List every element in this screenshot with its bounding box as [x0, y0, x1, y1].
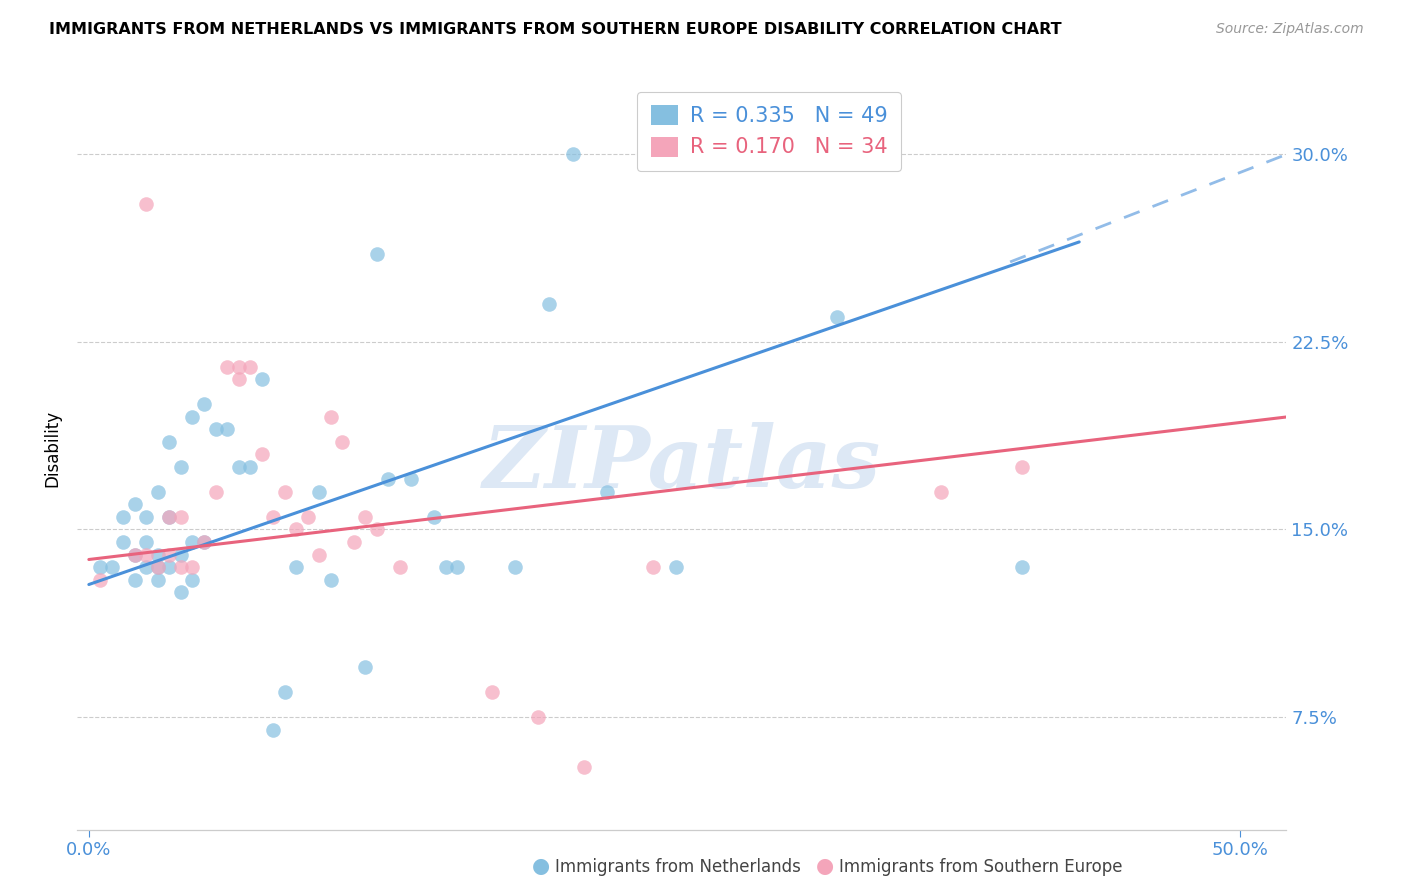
Point	[297, 510, 319, 524]
Point	[423, 510, 446, 524]
Point	[285, 560, 308, 574]
Point	[319, 573, 342, 587]
Text: Immigrants from Southern Europe: Immigrants from Southern Europe	[839, 858, 1123, 876]
Point	[366, 523, 388, 537]
Point	[538, 297, 561, 311]
Point	[354, 660, 377, 674]
Point	[401, 473, 423, 487]
Point	[215, 359, 238, 374]
Point	[388, 560, 411, 574]
Point	[561, 147, 583, 161]
Point	[665, 560, 688, 574]
Text: Immigrants from Netherlands: Immigrants from Netherlands	[555, 858, 801, 876]
Point	[446, 560, 468, 574]
Point	[273, 685, 295, 699]
Point	[330, 434, 353, 449]
Point	[1011, 560, 1033, 574]
Point	[239, 359, 262, 374]
Point	[170, 510, 193, 524]
Text: ●: ●	[817, 856, 834, 876]
Point	[146, 485, 169, 500]
Point	[112, 535, 135, 549]
Point	[215, 422, 238, 436]
Point	[228, 372, 250, 386]
Point	[572, 760, 595, 774]
Point	[228, 359, 250, 374]
Point	[146, 573, 169, 587]
Y-axis label: Disability: Disability	[44, 409, 62, 487]
Point	[181, 573, 204, 587]
Point	[319, 409, 342, 424]
Point	[193, 535, 215, 549]
Point	[193, 535, 215, 549]
Point	[527, 710, 550, 724]
Point	[204, 422, 226, 436]
Point	[343, 535, 366, 549]
Point	[250, 372, 273, 386]
Point	[135, 535, 157, 549]
Point	[308, 548, 330, 562]
Text: ZIPatlas: ZIPatlas	[482, 422, 882, 505]
Point	[135, 197, 157, 211]
Point	[159, 548, 181, 562]
Point	[135, 548, 157, 562]
Point	[124, 573, 146, 587]
Text: ●: ●	[533, 856, 550, 876]
Point	[250, 448, 273, 462]
Legend: R = 0.335   N = 49, R = 0.170   N = 34: R = 0.335 N = 49, R = 0.170 N = 34	[637, 92, 901, 171]
Point	[135, 510, 157, 524]
Point	[239, 460, 262, 475]
Point	[377, 473, 399, 487]
Point	[159, 434, 181, 449]
Point	[262, 510, 284, 524]
Point	[643, 560, 665, 574]
Point	[89, 573, 111, 587]
Point	[366, 247, 388, 261]
Point	[827, 310, 849, 324]
Point	[170, 460, 193, 475]
Point	[159, 560, 181, 574]
Point	[354, 510, 377, 524]
Point	[112, 510, 135, 524]
Point	[146, 560, 169, 574]
Point	[262, 723, 284, 737]
Point	[1011, 460, 1033, 475]
Point	[929, 485, 952, 500]
Point	[89, 560, 111, 574]
Point	[170, 585, 193, 599]
Point	[124, 548, 146, 562]
Point	[193, 397, 215, 411]
Point	[181, 409, 204, 424]
Point	[170, 560, 193, 574]
Point	[596, 485, 619, 500]
Point	[159, 510, 181, 524]
Point	[181, 535, 204, 549]
Point	[285, 523, 308, 537]
Point	[273, 485, 295, 500]
Point	[181, 560, 204, 574]
Point	[159, 510, 181, 524]
Text: Source: ZipAtlas.com: Source: ZipAtlas.com	[1216, 22, 1364, 37]
Point	[135, 560, 157, 574]
Point	[204, 485, 226, 500]
Point	[101, 560, 124, 574]
Point	[124, 498, 146, 512]
Point	[124, 548, 146, 562]
Point	[503, 560, 526, 574]
Point	[146, 548, 169, 562]
Point	[434, 560, 457, 574]
Point	[146, 560, 169, 574]
Point	[170, 548, 193, 562]
Point	[228, 460, 250, 475]
Text: IMMIGRANTS FROM NETHERLANDS VS IMMIGRANTS FROM SOUTHERN EUROPE DISABILITY CORREL: IMMIGRANTS FROM NETHERLANDS VS IMMIGRANT…	[49, 22, 1062, 37]
Point	[308, 485, 330, 500]
Point	[481, 685, 503, 699]
